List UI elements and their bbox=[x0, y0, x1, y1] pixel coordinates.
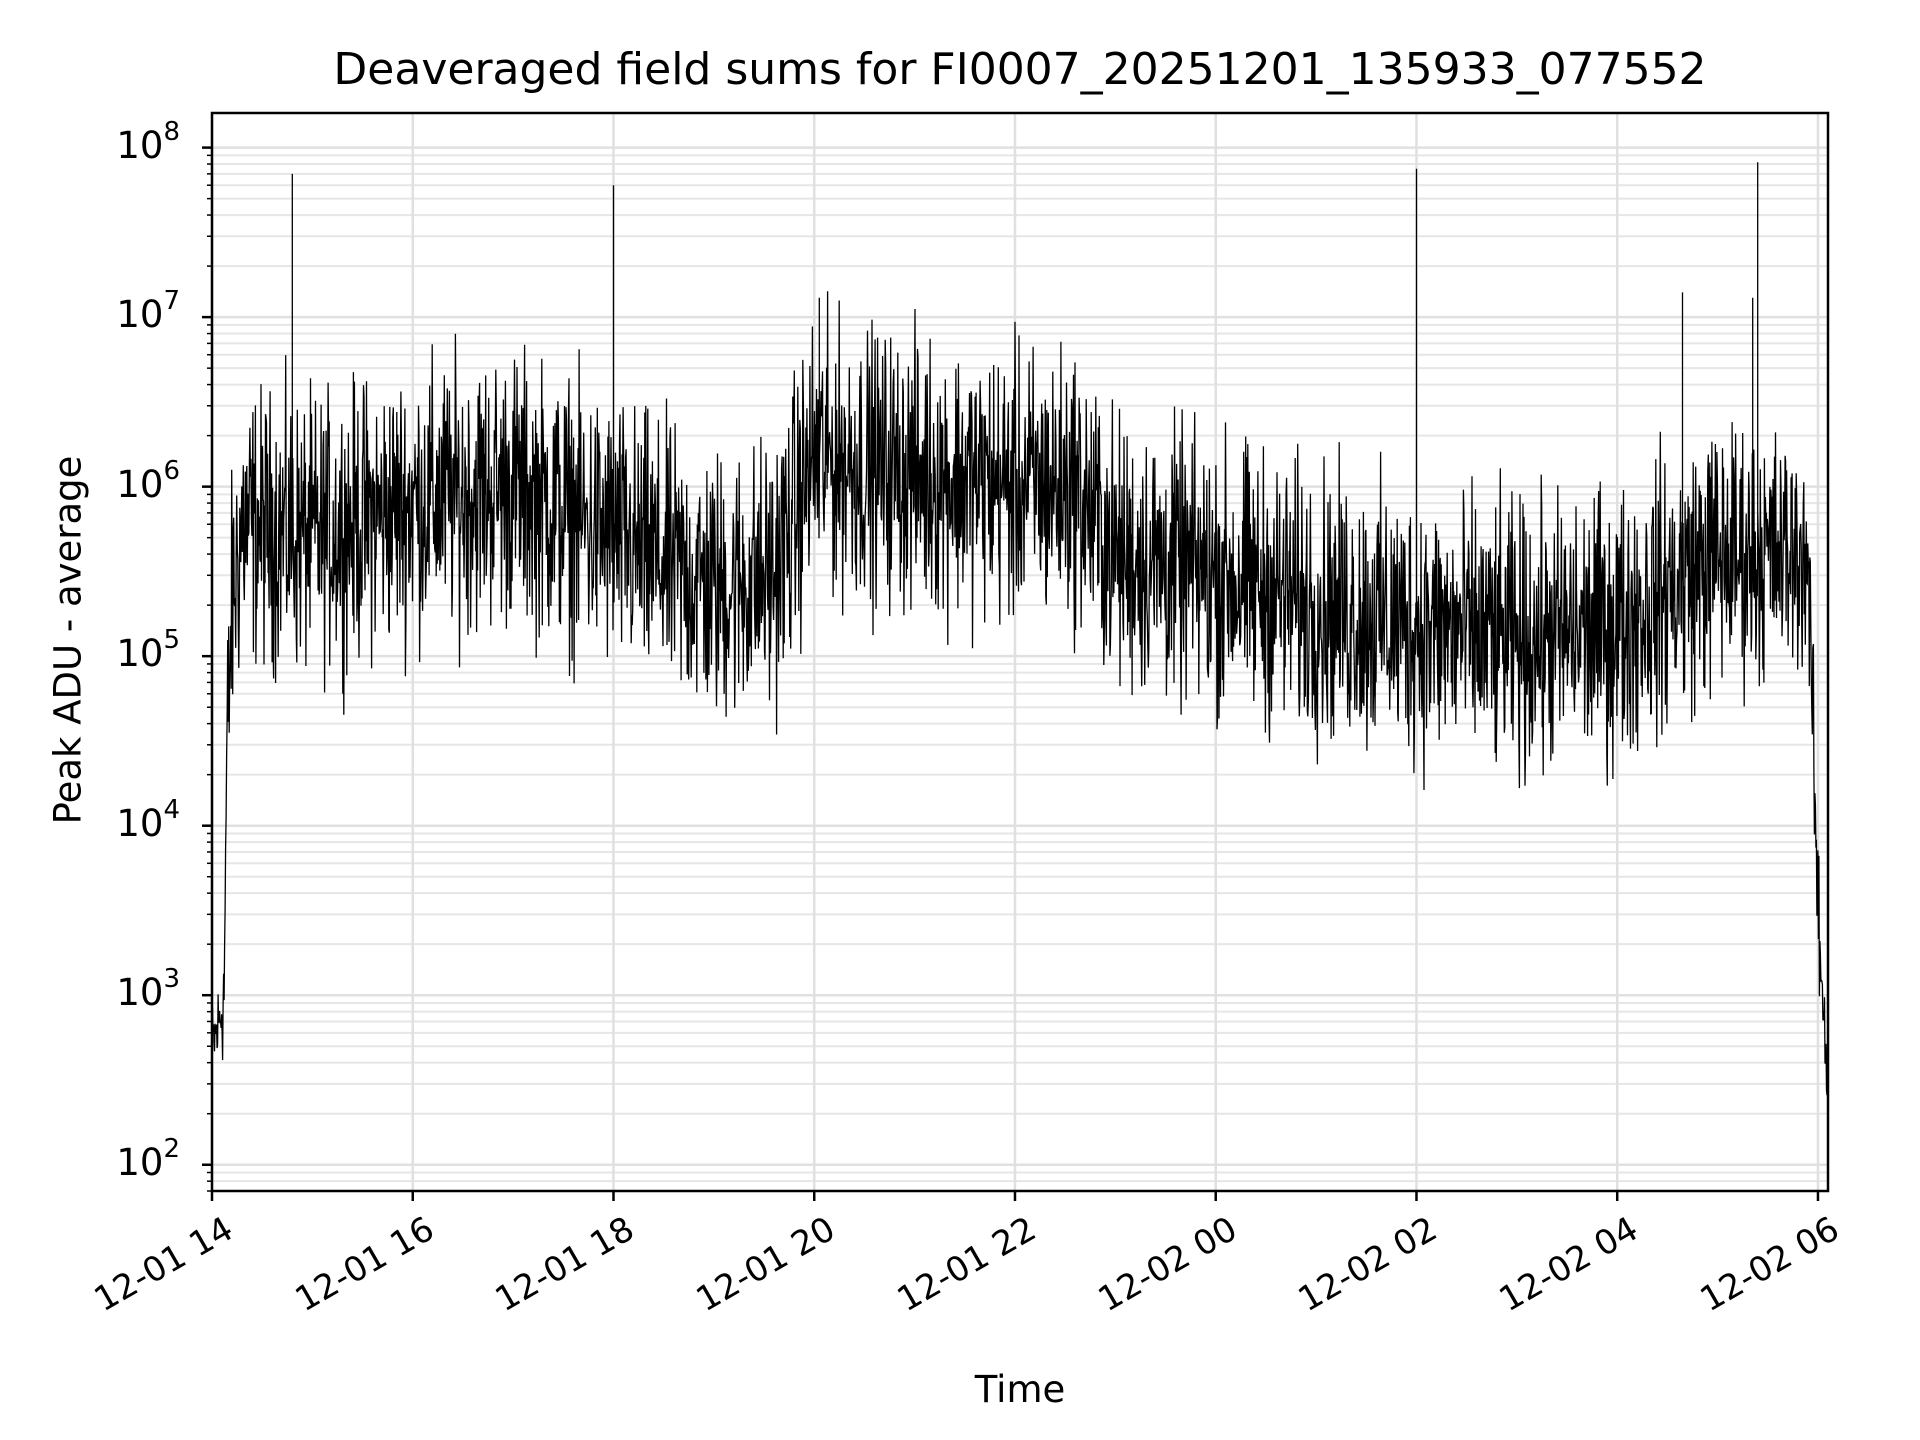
y-tick-label: 105 bbox=[116, 625, 180, 676]
y-tick-label: 104 bbox=[116, 794, 180, 845]
tick-marks bbox=[202, 146, 1820, 1201]
chart-title: Deaveraged field sums for FI0007_2025120… bbox=[333, 44, 1707, 95]
y-tick-label: 107 bbox=[116, 286, 180, 337]
y-tick-label: 106 bbox=[116, 455, 180, 506]
y-axis-label: Peak ADU - average bbox=[46, 455, 90, 825]
series-line bbox=[211, 162, 1829, 1096]
y-tick-label: 103 bbox=[116, 964, 180, 1015]
x-axis-label: Time bbox=[974, 1368, 1066, 1411]
plot-frame bbox=[210, 111, 1830, 1193]
y-tick-label: 108 bbox=[116, 116, 180, 167]
y-tick-label: 102 bbox=[116, 1133, 180, 1184]
